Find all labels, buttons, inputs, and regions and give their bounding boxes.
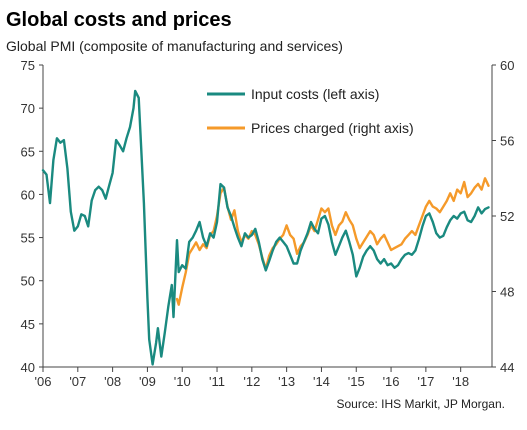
series-lines: [41, 89, 490, 366]
left-y-tick-label: 55: [21, 231, 35, 246]
x-tick-label: '14: [313, 374, 330, 389]
x-tick-label: '08: [104, 374, 121, 389]
chart-subtitle: Global PMI (composite of manufacturing a…: [6, 38, 343, 54]
left-y-tick-label: 60: [21, 187, 35, 202]
right-y-tick-label: 48: [500, 285, 514, 300]
x-tick-label: '18: [452, 374, 469, 389]
series-line-input-costs: [41, 89, 490, 366]
legend-label-prices-charged: Prices charged (right axis): [251, 120, 414, 136]
left-y-tick-label: 50: [21, 274, 35, 289]
right-y-tick-label: 44: [500, 360, 514, 375]
left-y-tick-label: 65: [21, 144, 35, 159]
legend-label-input-costs: Input costs (left axis): [251, 86, 379, 102]
legend-item-input-costs: Input costs (left axis): [207, 86, 379, 102]
right-y-tick-label: 56: [500, 134, 514, 149]
left-y-tick-label: 70: [21, 101, 35, 116]
legend-item-prices-charged: Prices charged (right axis): [207, 120, 414, 136]
x-tick-label: '16: [383, 374, 400, 389]
right-y-tick-label: 60: [500, 58, 514, 73]
legend: Input costs (left axis) Prices charged (…: [207, 86, 414, 136]
left-y-tick-label: 40: [21, 360, 35, 375]
left-y-tick-label: 45: [21, 317, 35, 332]
source-note: Source: IHS Markit, JP Morgan.: [336, 397, 505, 411]
x-tick-label: '10: [174, 374, 191, 389]
x-tick-label: '07: [69, 374, 86, 389]
x-tick-label: '06: [35, 374, 52, 389]
x-tick-label: '15: [348, 374, 365, 389]
x-tick-label: '13: [278, 374, 295, 389]
x-tick-label: '12: [243, 374, 260, 389]
x-tick-label: '11: [209, 374, 225, 389]
left-y-tick-label: 75: [21, 58, 35, 73]
x-tick-label: '09: [139, 374, 156, 389]
chart-title: Global costs and prices: [6, 9, 232, 31]
right-y-tick-label: 52: [500, 209, 514, 224]
x-tick-label: '17: [417, 374, 434, 389]
axis-ticks: 40 45 50 55 60 65 70 75 44 48 52 56 60 '06 '07 '08 '09 '1…: [21, 58, 515, 389]
